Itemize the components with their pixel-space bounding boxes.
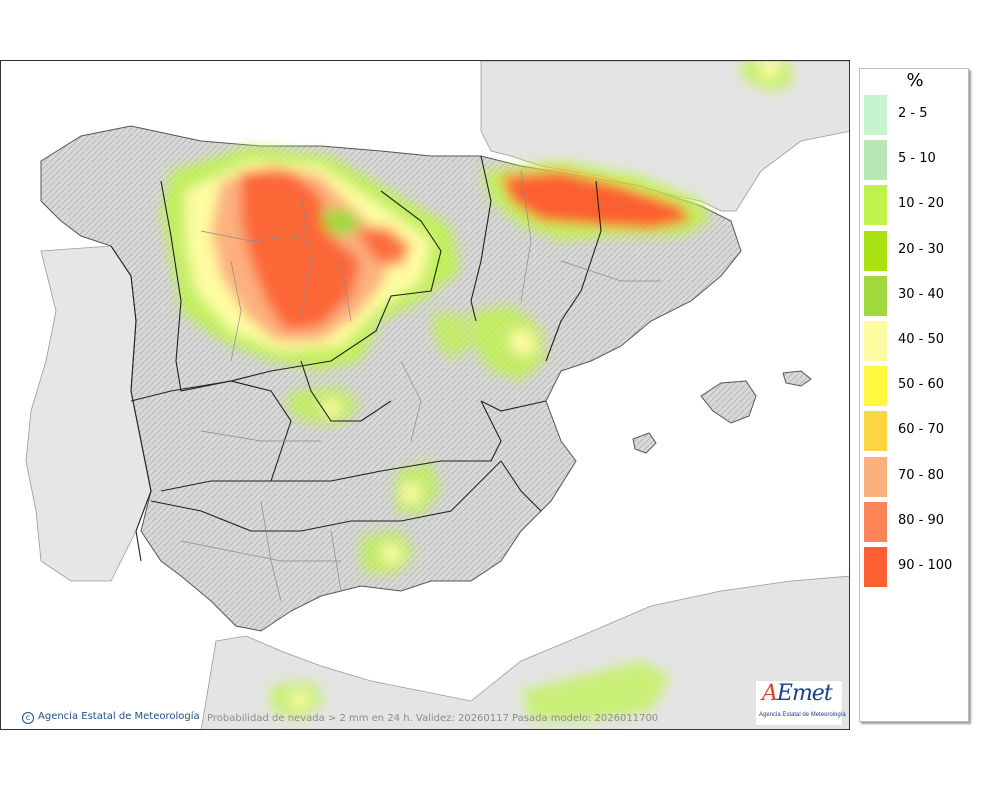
legend-item: 50 - 60 <box>864 366 964 407</box>
agency-label: Agencia Estatal de Meteorología <box>38 711 200 722</box>
legend-item: 40 - 50 <box>864 321 964 361</box>
portugal-border <box>110 245 152 562</box>
legend-swatch <box>864 456 887 497</box>
legend: % 2 - 5 5 - 10 10 - 20 20 - 30 30 - 40 40 - 5… <box>859 68 969 722</box>
menorca <box>782 370 812 387</box>
legend-label: 5 - 10 <box>898 151 936 167</box>
legend-item: 2 - 5 <box>864 95 964 135</box>
legend-item: 5 - 10 <box>864 140 964 181</box>
legend-swatch <box>864 501 887 542</box>
region-borders <box>130 155 602 532</box>
legend-label: 20 - 30 <box>898 241 945 257</box>
legend-item: 10 - 20 <box>864 185 964 226</box>
ibiza <box>632 432 657 454</box>
legend-label: 50 - 60 <box>898 377 945 393</box>
legend-item: 60 - 70 <box>864 411 964 452</box>
legend-label: 2 - 5 <box>898 106 928 121</box>
legend-swatch <box>864 411 887 452</box>
legend-swatch <box>864 321 887 361</box>
north-africa-land <box>200 575 849 729</box>
legend-label: 80 - 90 <box>898 512 945 528</box>
legend-swatch <box>864 275 887 316</box>
legend-swatch <box>864 95 887 135</box>
legend-item: 80 - 90 <box>864 501 964 542</box>
legend-label: 70 - 80 <box>898 467 945 483</box>
legend-swatch <box>864 366 887 407</box>
snow-probability-map[interactable] <box>1 61 850 730</box>
aemet-logo[interactable]: AEmet Agencia Estatal de Meteorología <box>755 680 846 726</box>
copyright-icon: c <box>22 712 34 724</box>
snow-probability-layer <box>161 61 791 721</box>
legend-swatch <box>864 185 887 226</box>
legend-item: 20 - 30 <box>864 230 964 271</box>
legend-swatch <box>864 140 887 181</box>
legend-label: 30 - 40 <box>898 286 945 302</box>
legend-label: 90 - 100 <box>898 558 953 573</box>
map-caption: Probabilidad de nevada > 2 mm en 24 h. V… <box>207 713 659 724</box>
logo-mark: AEmet <box>762 681 833 706</box>
province-borders <box>180 170 661 602</box>
mallorca <box>700 380 757 424</box>
logo-subtitle: Agencia Estatal de Meteorología <box>759 712 846 718</box>
legend-swatch <box>864 547 887 587</box>
map-frame[interactable] <box>0 60 850 730</box>
legend-title: % <box>906 70 924 91</box>
legend-label: 60 - 70 <box>898 422 945 438</box>
agency-credit: c Agencia Estatal de Meteorología <box>22 711 200 724</box>
legend-label: 40 - 50 <box>898 332 945 347</box>
legend-item: 30 - 40 <box>864 275 964 316</box>
legend-swatch <box>864 230 887 271</box>
legend-item: 90 - 100 <box>864 547 964 587</box>
legend-label: 10 - 20 <box>898 196 945 212</box>
legend-item: 70 - 80 <box>864 456 964 497</box>
